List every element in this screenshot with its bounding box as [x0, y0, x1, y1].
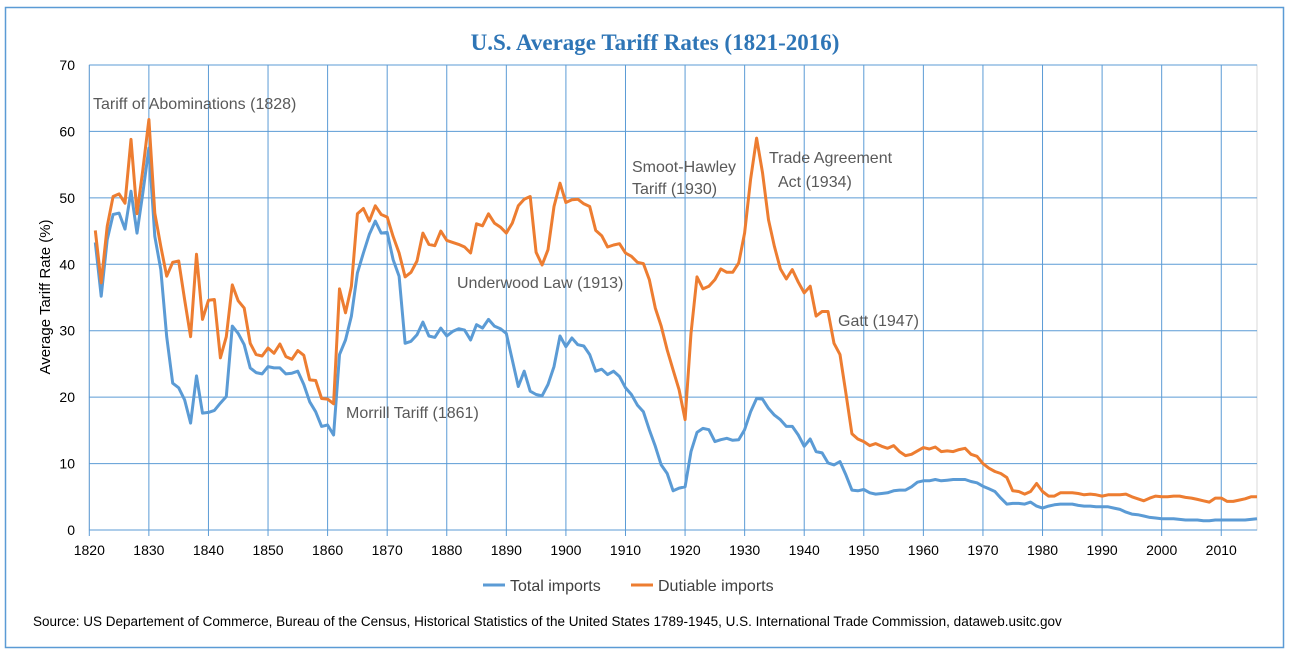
annotation-trade-agreement-line1: Trade Agreement: [769, 150, 893, 167]
annotation-smoot-hawley-line1: Smoot-Hawley: [632, 159, 736, 176]
y-tick-label: 0: [67, 522, 75, 538]
annotation-underwood-law: Underwood Law (1913): [457, 275, 623, 292]
gridlines: [88, 64, 1258, 536]
series-line-total-imports: [93, 146, 1258, 523]
series-lines: [93, 118, 1258, 523]
x-tick-label: 1940: [789, 542, 820, 558]
x-tick-label: 1820: [74, 542, 105, 558]
annotation-tariff-of-abominations: Tariff of Abominations (1828): [93, 96, 296, 113]
x-tick-label: 1920: [669, 542, 700, 558]
x-tick-label: 1900: [550, 542, 581, 558]
x-tick-label: 1890: [491, 542, 522, 558]
y-tick-label: 70: [59, 57, 75, 73]
y-tick-label: 50: [59, 190, 75, 206]
annotation-trade-agreement-line2: Act (1934): [778, 174, 852, 191]
source-note: Source: US Departement of Commerce, Bure…: [33, 614, 1062, 629]
legend-label-dutiable-imports: Dutiable imports: [658, 578, 774, 595]
y-tick-label: 60: [59, 123, 75, 139]
legend: Total imports Dutiable imports: [483, 578, 774, 595]
x-tick-label: 1960: [908, 542, 939, 558]
y-tick-label: 30: [59, 323, 75, 339]
series-line-dutiable-imports: [93, 118, 1257, 504]
y-axis-ticks: 0 10 20 30 40 50 60 70: [59, 57, 75, 538]
x-tick-label: 1860: [312, 542, 343, 558]
x-axis-ticks: 1820 1830 1840 1850 1860 1870 1880 1890 1900 1910…: [74, 542, 1237, 558]
x-tick-label: 1990: [1087, 542, 1118, 558]
annotation-morrill-tariff: Morrill Tariff (1861): [346, 405, 479, 422]
x-tick-label: 1930: [729, 542, 760, 558]
y-tick-label: 10: [59, 456, 75, 472]
x-tick-label: 1870: [372, 542, 403, 558]
annotation-gatt: Gatt (1947): [838, 313, 919, 330]
x-tick-label: 1950: [848, 542, 879, 558]
annotation-smoot-hawley-line2: Tariff (1930): [632, 181, 717, 198]
x-tick-label: 2000: [1146, 542, 1177, 558]
x-tick-label: 1980: [1027, 542, 1058, 558]
x-tick-label: 1850: [252, 542, 283, 558]
y-tick-label: 40: [59, 256, 75, 272]
y-axis-label: Average Tariff Rate (%): [37, 219, 54, 374]
x-tick-label: 2010: [1206, 542, 1237, 558]
x-tick-label: 1910: [610, 542, 641, 558]
chart-title: U.S. Average Tariff Rates (1821-2016): [471, 30, 840, 55]
y-tick-label: 20: [59, 389, 75, 405]
x-tick-label: 1830: [133, 542, 164, 558]
x-tick-label: 1970: [967, 542, 998, 558]
x-tick-label: 1840: [193, 542, 224, 558]
legend-label-total-imports: Total imports: [510, 578, 601, 595]
x-tick-label: 1880: [431, 542, 462, 558]
